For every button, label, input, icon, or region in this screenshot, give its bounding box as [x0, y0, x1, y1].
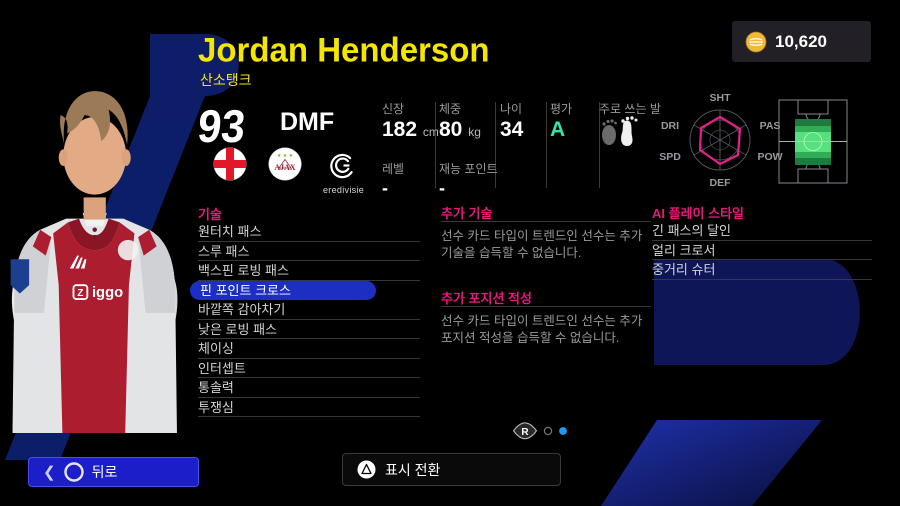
svg-text:AJAX: AJAX [274, 163, 296, 172]
svg-text:SPD: SPD [659, 151, 681, 163]
svg-text:★ ★ ★: ★ ★ ★ [277, 153, 294, 159]
svg-text:iggo: iggo [92, 285, 123, 301]
svg-text:DEF: DEF [710, 177, 732, 189]
svg-text:Z: Z [77, 288, 83, 299]
svg-text:DRI: DRI [661, 120, 679, 132]
svg-text:R: R [521, 427, 529, 438]
svg-text:SHT: SHT [710, 92, 732, 104]
